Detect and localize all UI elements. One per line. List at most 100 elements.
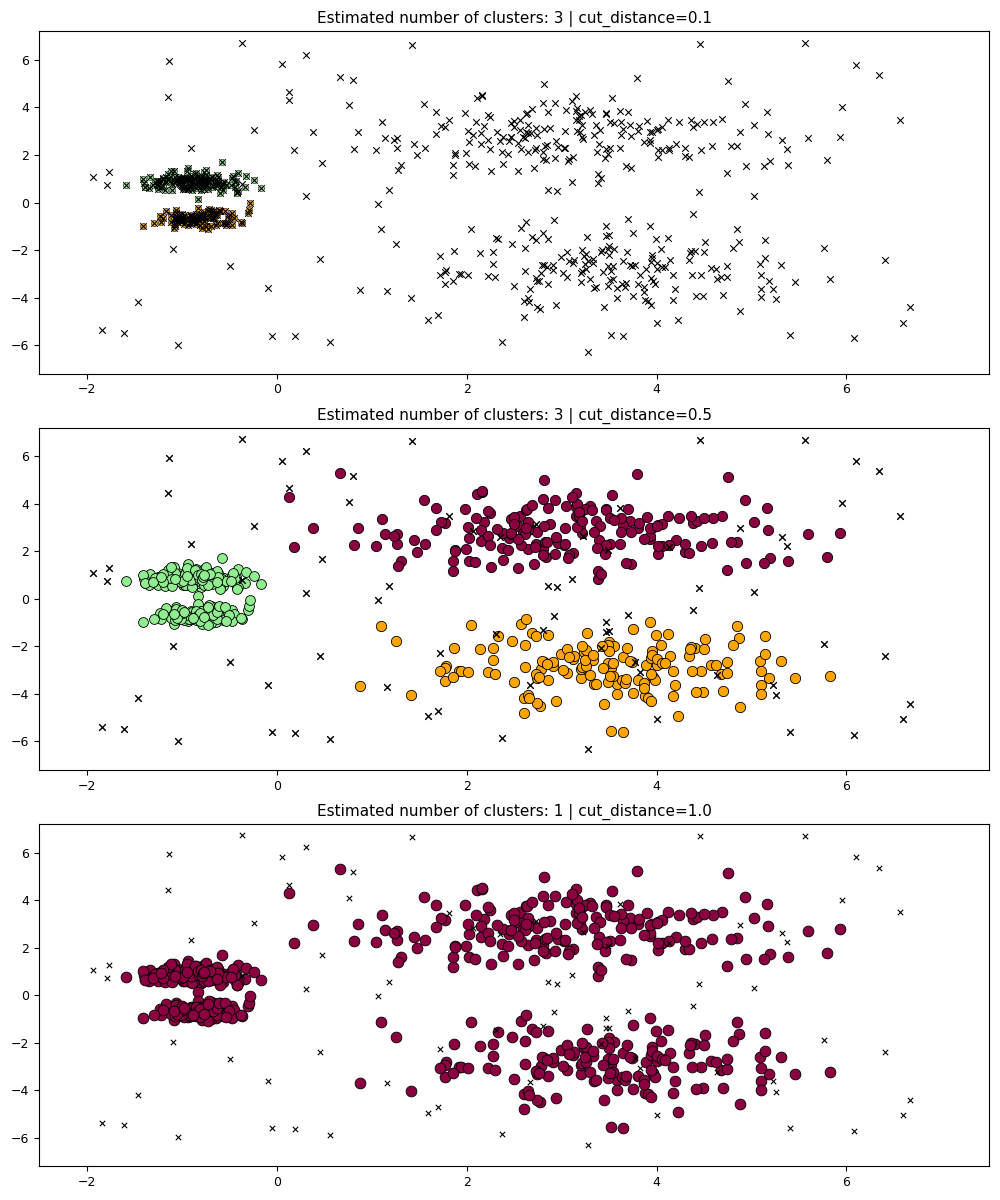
Point (696, 640, 712, 659)
Point (135, 1008, 151, 1027)
Point (631, 512, 647, 532)
Point (170, 607, 186, 626)
Point (627, 652, 643, 671)
Point (183, 206, 199, 226)
Point (819, 151, 835, 170)
Point (170, 960, 186, 979)
Point (116, 720, 132, 739)
Point (445, 164, 461, 184)
Point (601, 226, 617, 245)
Point (574, 260, 590, 280)
Point (642, 518, 658, 538)
Point (377, 920, 393, 940)
Point (653, 1032, 669, 1051)
Point (169, 211, 185, 230)
Point (665, 661, 681, 680)
Point (588, 511, 604, 530)
Point (731, 232, 747, 251)
Point (559, 1036, 575, 1055)
Point (101, 162, 117, 181)
Point (684, 661, 700, 680)
Point (332, 859, 348, 878)
Point (598, 1009, 614, 1028)
Point (578, 656, 594, 676)
Point (180, 962, 196, 982)
Point (624, 1049, 640, 1068)
Point (645, 1063, 661, 1082)
Point (636, 674, 652, 694)
Point (208, 967, 224, 986)
Point (620, 895, 636, 914)
Point (209, 205, 225, 224)
Point (715, 286, 731, 305)
Point (515, 523, 531, 542)
Point (602, 509, 618, 528)
Point (219, 214, 235, 233)
Point (173, 170, 189, 190)
Point (494, 935, 510, 954)
Point (574, 240, 590, 259)
Point (590, 570, 606, 589)
Point (406, 928, 422, 947)
Point (165, 636, 181, 655)
Point (527, 140, 543, 160)
Point (534, 254, 550, 274)
Point (182, 176, 198, 196)
Point (215, 966, 231, 985)
Point (654, 140, 670, 160)
Point (208, 612, 224, 631)
Point (184, 998, 200, 1018)
Point (503, 127, 519, 146)
Point (528, 269, 544, 288)
Point (192, 215, 208, 234)
Point (653, 636, 669, 655)
Point (737, 95, 753, 114)
Point (693, 265, 709, 284)
Point (163, 558, 179, 577)
Point (167, 174, 183, 193)
Point (209, 602, 225, 622)
Point (152, 206, 168, 226)
Point (495, 127, 511, 146)
Point (189, 210, 205, 229)
Point (208, 175, 224, 194)
Point (576, 246, 592, 265)
Point (620, 499, 636, 518)
Point (149, 172, 165, 191)
Point (153, 970, 169, 989)
Point (719, 268, 735, 287)
Point (180, 179, 196, 198)
Point (575, 526, 591, 545)
Point (185, 1001, 201, 1020)
Point (556, 535, 572, 554)
Point (200, 179, 216, 198)
Point (182, 574, 198, 593)
Point (158, 564, 174, 583)
Point (625, 223, 641, 242)
Point (176, 971, 192, 990)
Point (145, 175, 161, 194)
Point (182, 172, 198, 191)
Point (520, 520, 536, 539)
Point (591, 928, 607, 947)
Point (222, 653, 238, 672)
Point (577, 254, 593, 274)
Point (601, 236, 617, 256)
Point (580, 1135, 596, 1154)
Point (184, 1001, 200, 1020)
Point (175, 175, 191, 194)
Point (780, 552, 796, 571)
Point (217, 202, 233, 221)
Point (178, 1002, 194, 1021)
Point (580, 647, 596, 666)
Point (176, 205, 192, 224)
Point (176, 1007, 192, 1026)
Point (617, 674, 633, 694)
Point (441, 506, 457, 526)
Point (457, 895, 473, 914)
Point (230, 577, 246, 596)
Point (709, 666, 725, 685)
Point (149, 571, 165, 590)
Point (174, 572, 190, 592)
Point (175, 962, 191, 982)
